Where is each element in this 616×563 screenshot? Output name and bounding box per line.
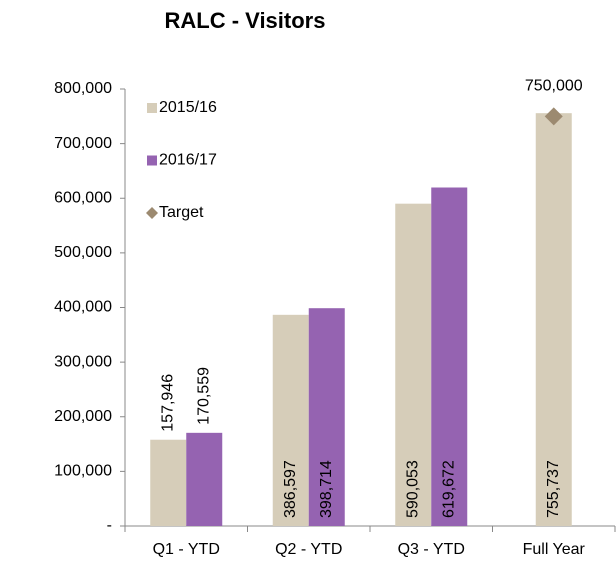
y-tick-label: 100,000: [54, 463, 112, 480]
bar: [272, 314, 309, 526]
bar: [535, 113, 572, 527]
bar: [150, 439, 187, 526]
data-label: 398,714: [318, 460, 335, 518]
y-tick-label: 200,000: [54, 408, 112, 425]
y-tick-label: 700,000: [54, 135, 112, 152]
bar: [308, 308, 345, 526]
x-tick-label: Q3 - YTD: [398, 541, 465, 558]
target-marker: [544, 107, 563, 126]
y-tick-label: -: [107, 517, 112, 534]
y-tick-label: 300,000: [54, 353, 112, 370]
y-tick-label: 400,000: [54, 299, 112, 316]
y-tick-label: 500,000: [54, 244, 112, 261]
legend-label: 2016/17: [159, 152, 217, 169]
bar: [186, 432, 223, 526]
legend-swatch: [147, 103, 157, 113]
legend-marker: [146, 207, 158, 219]
y-tick-label: 600,000: [54, 189, 112, 206]
data-label: 755,737: [545, 460, 562, 518]
legend-label: 2015/16: [159, 99, 217, 116]
x-tick-label: Q1 - YTD: [153, 541, 220, 558]
legend-swatch: [147, 155, 157, 166]
data-label: 157,946: [159, 374, 176, 432]
x-tick-label: Full Year: [523, 541, 586, 558]
data-label: 750,000: [525, 78, 583, 95]
data-label: 170,559: [195, 367, 212, 425]
legend-label: Target: [159, 204, 204, 221]
data-label: 619,672: [440, 460, 457, 518]
bar: [431, 187, 468, 527]
x-tick-label: Q2 - YTD: [275, 541, 342, 558]
y-tick-label: 800,000: [54, 80, 112, 97]
bar: [395, 203, 432, 527]
data-label: 590,053: [404, 460, 421, 518]
chart-title: RALC - Visitors: [165, 8, 326, 33]
data-label: 386,597: [282, 460, 299, 518]
